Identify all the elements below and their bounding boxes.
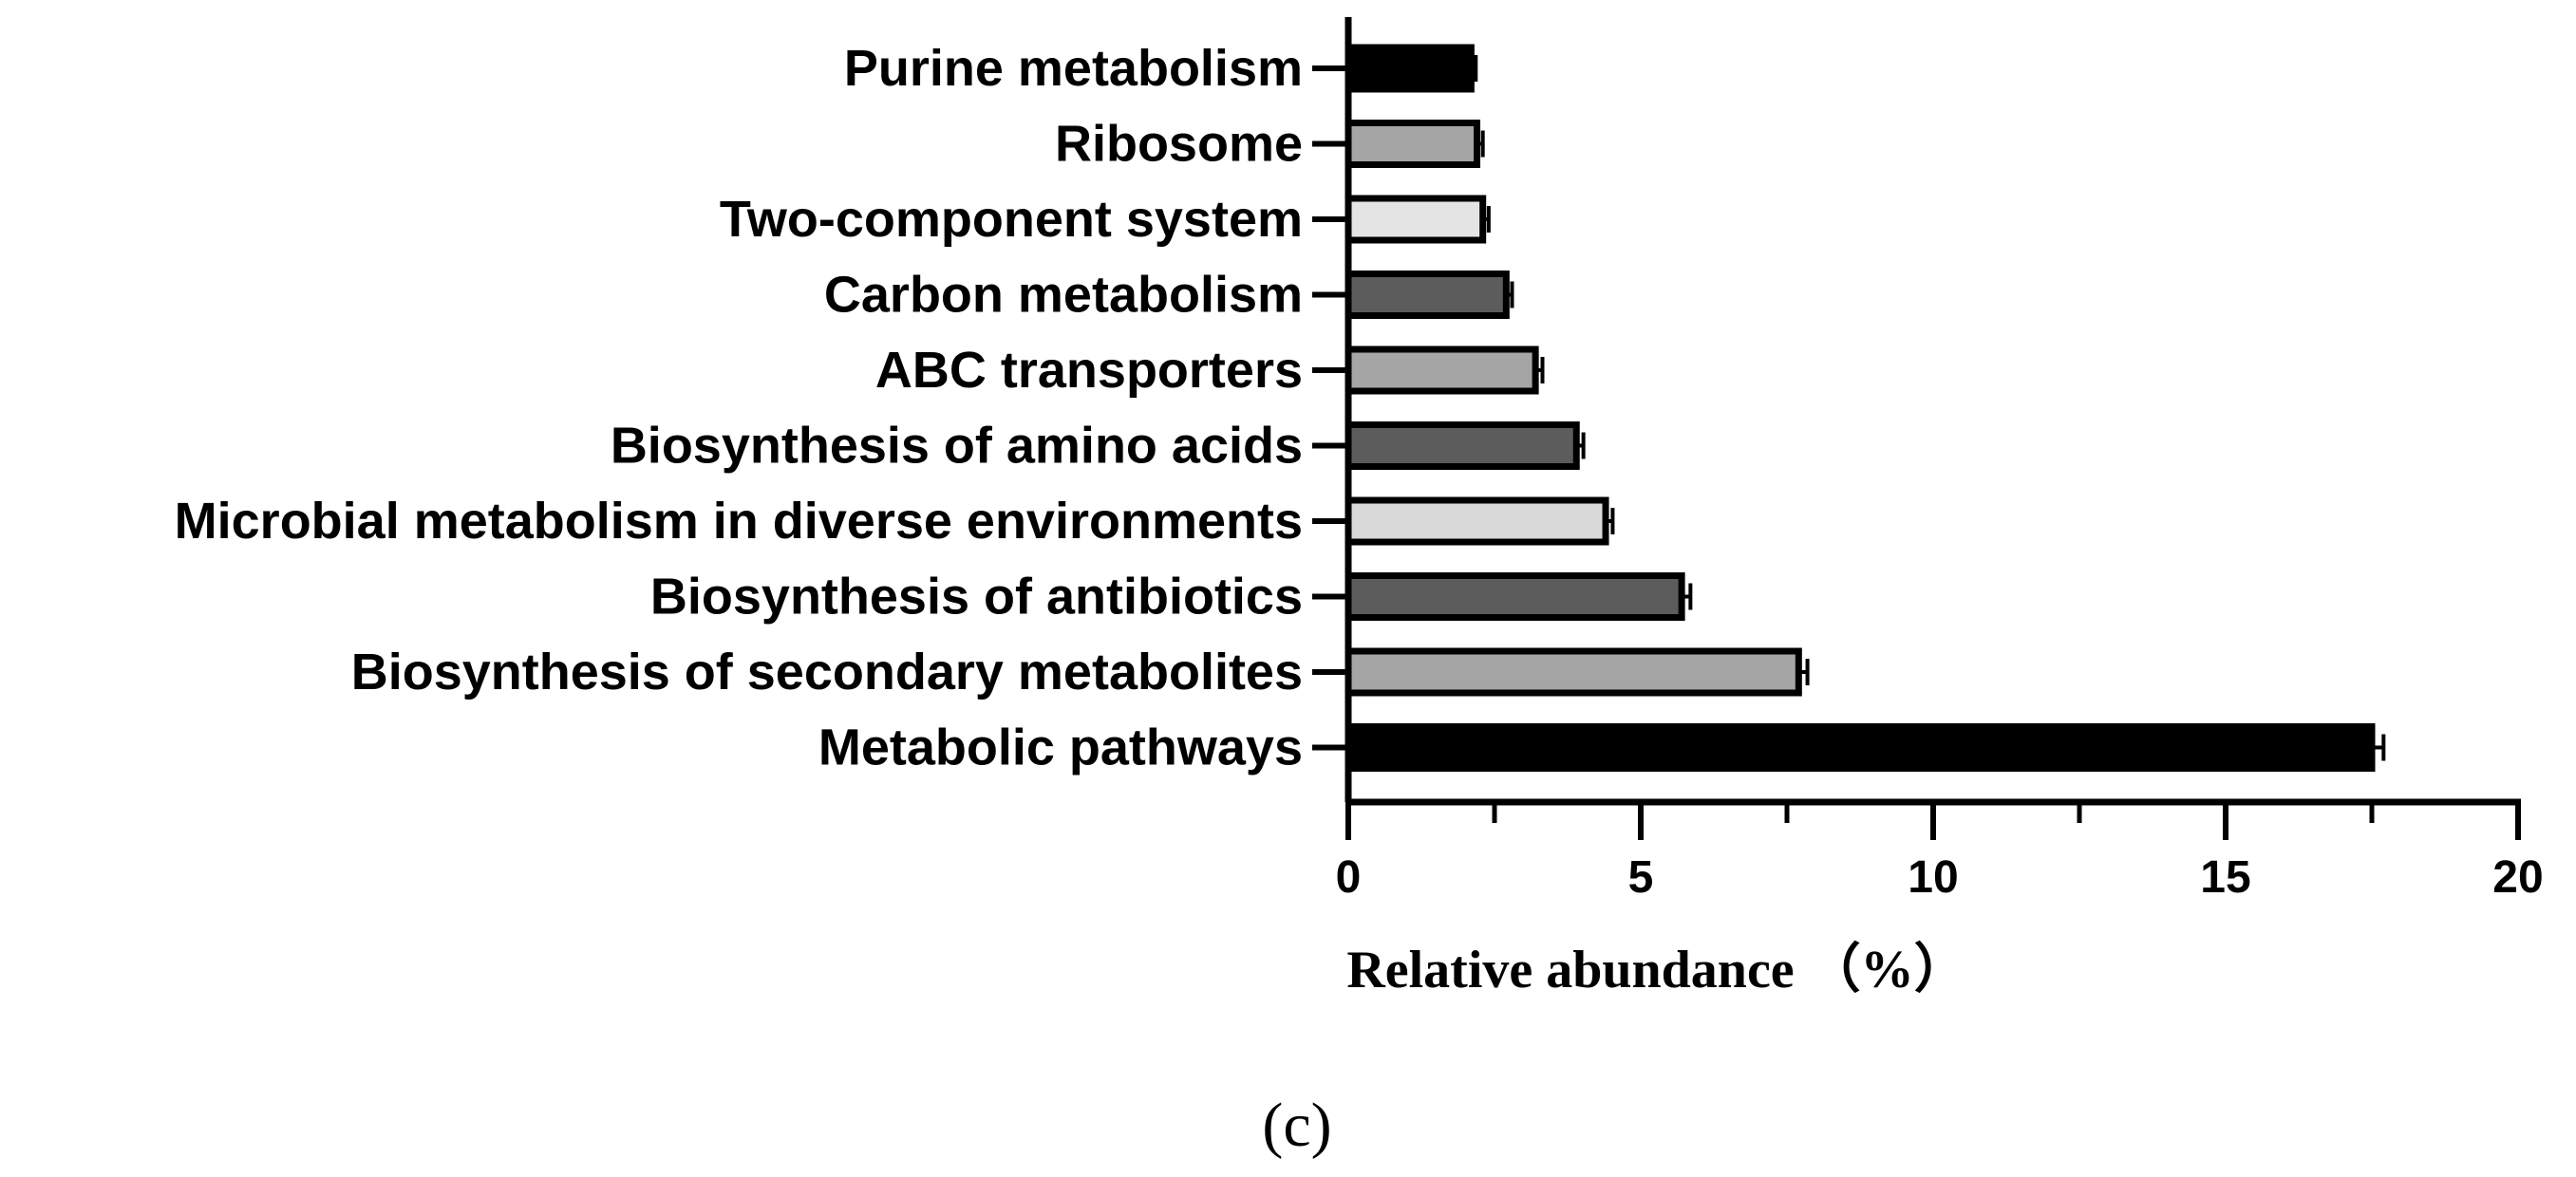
category-label: Biosynthesis of secondary metabolites: [351, 644, 1303, 701]
category-label: Purine metabolism: [844, 40, 1303, 97]
bar: [1344, 647, 1802, 697]
bar: [1344, 44, 1475, 93]
bar: [1344, 496, 1609, 546]
category-label: Two-component system: [720, 191, 1303, 248]
category-label: ABC transporters: [875, 342, 1303, 399]
bar: [1344, 421, 1580, 470]
category-label: Metabolic pathways: [818, 719, 1303, 776]
bars-layer: [1344, 44, 2386, 772]
bar: [1344, 723, 2376, 772]
category-label: Carbon metabolism: [824, 267, 1303, 324]
x-tick-label: 0: [1336, 852, 1362, 903]
x-tick-label: 20: [2492, 852, 2543, 903]
x-tick-labels: 0 5 10 15 20: [1336, 852, 2544, 903]
category-label: Microbial metabolism in diverse environm…: [175, 493, 1303, 550]
bar: [1344, 346, 1539, 395]
bar: [1344, 572, 1685, 621]
bar: [1344, 120, 1481, 168]
bar: [1344, 195, 1487, 244]
category-labels: Purine metabolism Ribosome Two-component s…: [175, 40, 1303, 776]
axes: [1312, 17, 2521, 840]
x-tick-label: 10: [1908, 852, 1958, 903]
x-axis-title: Relative abundance （%）: [1346, 940, 1966, 1000]
bar: [1344, 271, 1510, 319]
category-label: Biosynthesis of amino acids: [611, 418, 1303, 475]
x-tick-label: 15: [2200, 852, 2250, 903]
category-label: Biosynthesis of antibiotics: [650, 569, 1303, 626]
category-label: Ribosome: [1055, 116, 1303, 173]
x-tick-label: 5: [1628, 852, 1654, 903]
panel-label: (c): [1262, 1091, 1331, 1160]
